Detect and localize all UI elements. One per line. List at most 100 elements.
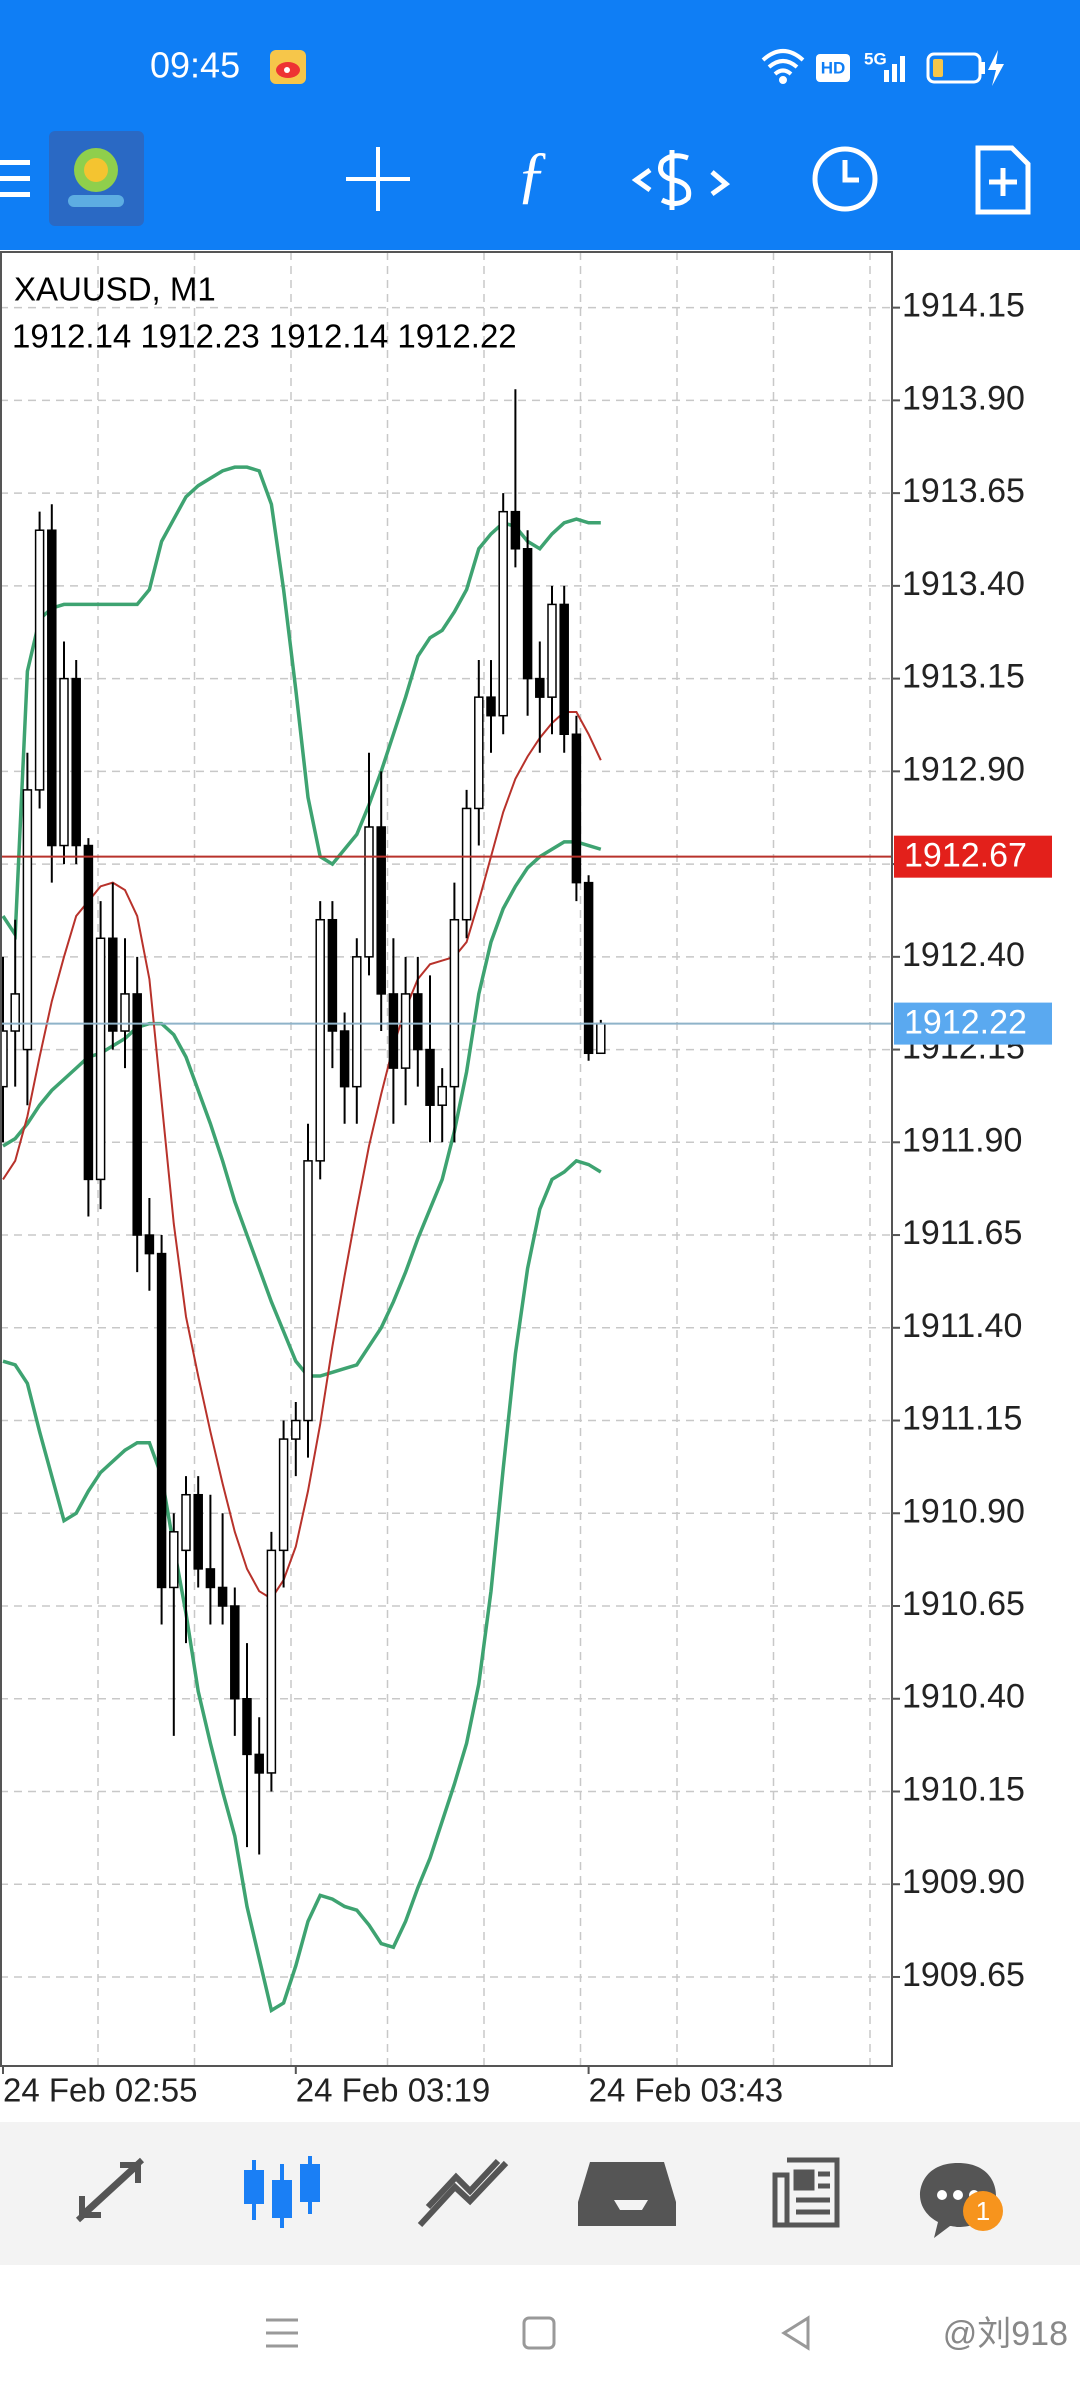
period-button[interactable] [812, 146, 878, 212]
candle-body [95, 937, 106, 1181]
new-order-button[interactable] [975, 145, 1031, 215]
candle-body [547, 603, 557, 698]
trade-button[interactable] [631, 150, 731, 210]
indicator-line [2, 710, 602, 1600]
app-logo[interactable] [68, 195, 124, 207]
news-tab[interactable] [772, 2157, 840, 2228]
menu-button[interactable] [0, 160, 30, 165]
candle-body [437, 1085, 447, 1106]
candle-body [0, 1030, 8, 1088]
candle-body [266, 1549, 277, 1774]
history-tab[interactable] [578, 2162, 676, 2226]
candle-body [303, 1160, 313, 1422]
system-nav[interactable] [266, 2318, 298, 2348]
quotes-tab[interactable] [75, 2157, 145, 2223]
trade-button[interactable] [631, 167, 652, 193]
wifi-icon [761, 49, 805, 62]
ask-label: 1912.67 [904, 837, 1027, 875]
candle-body [571, 733, 582, 884]
signal-icon [884, 56, 905, 82]
bid-label-box [894, 1002, 1052, 1045]
crosshair-button[interactable] [346, 147, 410, 211]
indicators-button[interactable]: ƒ [516, 139, 548, 210]
app-logo[interactable] [49, 131, 144, 226]
trade-button[interactable] [658, 153, 692, 206]
network-label: 5G [864, 49, 887, 68]
hd-icon [816, 54, 850, 82]
trade-tab[interactable] [417, 2158, 509, 2228]
news-tab[interactable] [793, 2169, 815, 2191]
battery-icon [926, 50, 1004, 86]
y-tick-label: 1913.90 [902, 379, 1025, 417]
candle-body [230, 1605, 240, 1700]
candle-body [205, 1568, 216, 1589]
candle-body [583, 881, 594, 1055]
y-tick-label: 1913.40 [902, 565, 1025, 603]
candle-body [522, 548, 533, 680]
y-tick-label: 1910.15 [902, 1770, 1025, 1808]
candle-body [83, 844, 94, 1181]
candle-body [291, 1419, 301, 1440]
chart-tab[interactable] [272, 2180, 292, 2218]
chat-tab[interactable] [937, 2190, 947, 2200]
x-tick-label: 24 Feb 02:55 [3, 2072, 198, 2109]
candle-body [388, 993, 399, 1069]
candle-body [59, 677, 69, 847]
indicator-line [2, 1158, 602, 2014]
candle-body [156, 1252, 167, 1589]
trade-button[interactable] [710, 170, 731, 197]
candle-body [486, 696, 496, 717]
app-logo[interactable] [84, 158, 108, 182]
candle-body [22, 789, 33, 1051]
candle-body [47, 529, 57, 847]
weibo-icon [284, 67, 290, 73]
history-tab[interactable] [578, 2162, 676, 2226]
y-tick-label: 1911.40 [902, 1307, 1022, 1345]
candle-body [242, 1697, 252, 1756]
candle-body [461, 807, 472, 921]
y-tick-label: 1911.90 [902, 1121, 1022, 1159]
chart-tab[interactable] [300, 2164, 320, 2202]
battery-icon [988, 50, 1004, 86]
chat-tab[interactable] [963, 2191, 1003, 2231]
menu-button[interactable] [0, 160, 30, 197]
y-tick-label: 1910.90 [902, 1492, 1025, 1530]
battery-icon [981, 62, 985, 74]
candle-body [559, 603, 569, 735]
history-tab[interactable] [596, 2200, 666, 2210]
wifi-icon [767, 59, 799, 69]
chat-tab[interactable] [920, 2163, 1003, 2238]
trade-tab[interactable] [417, 2158, 509, 2228]
system-nav[interactable] [522, 2316, 556, 2350]
chat-tab[interactable] [953, 2190, 963, 2200]
y-tick-label: 1913.65 [902, 472, 1025, 510]
x-tick-label: 24 Feb 03:19 [296, 2072, 491, 2109]
candle-body [34, 529, 45, 791]
battery-icon [926, 52, 982, 84]
news-tab[interactable] [796, 2171, 830, 2215]
y-tick-label: 1910.40 [902, 1678, 1025, 1716]
candle-body [169, 1531, 179, 1589]
y-tick-label: 1911.15 [902, 1400, 1022, 1438]
y-tick-label: 1910.65 [902, 1585, 1025, 1623]
candle-body [120, 993, 130, 1032]
candle-body [596, 1022, 606, 1055]
new-order-button[interactable] [975, 145, 1031, 215]
new-order-button[interactable] [989, 168, 1017, 196]
candle-body [400, 993, 411, 1069]
quotes-tab[interactable] [75, 2157, 145, 2223]
news-tab[interactable] [772, 2157, 840, 2228]
candle-body [535, 677, 545, 698]
chart-tab[interactable] [244, 2170, 264, 2204]
system-nav[interactable] [781, 2315, 810, 2351]
candle-body [352, 956, 362, 1088]
period-button[interactable] [842, 160, 859, 183]
period-button[interactable] [812, 146, 878, 212]
menu-button[interactable] [0, 176, 30, 181]
system-nav[interactable] [266, 2315, 810, 2351]
candle-body [132, 993, 142, 1236]
menu-button[interactable] [0, 192, 30, 197]
chart-tab[interactable] [244, 2156, 320, 2228]
